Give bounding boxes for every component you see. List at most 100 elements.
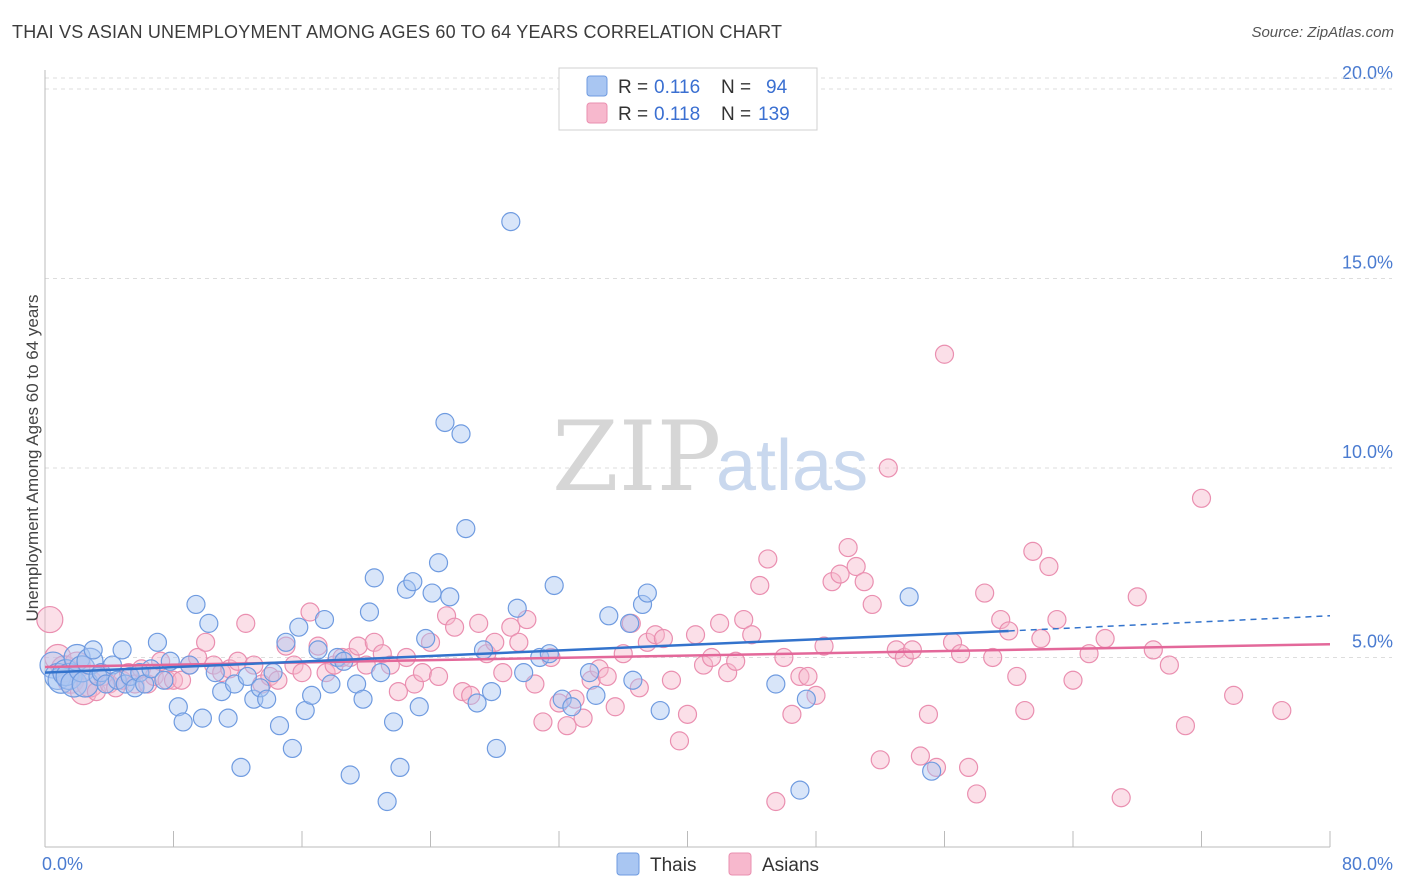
thais-point	[796, 689, 816, 709]
asians-point	[525, 674, 545, 694]
asians-point	[1159, 655, 1179, 675]
legend-swatch-asians[interactable]	[728, 852, 752, 876]
asians-point	[1175, 716, 1196, 736]
thais-point	[599, 606, 619, 626]
thais-point	[428, 553, 449, 573]
thais-point	[922, 761, 942, 781]
asians-point	[653, 628, 674, 649]
asians-point	[910, 746, 931, 766]
thais-point	[620, 613, 640, 633]
legend-label-asians[interactable]: Asians	[762, 855, 819, 876]
asians-points	[36, 344, 1292, 812]
asians-point	[316, 663, 336, 683]
legend: Thais Asians	[616, 852, 819, 876]
asians-point	[629, 678, 649, 698]
thais-point	[766, 674, 786, 694]
asians-point	[597, 666, 617, 687]
thais-point	[314, 609, 335, 630]
thais-point	[257, 689, 277, 709]
asians-point	[669, 731, 690, 751]
asians-point	[1039, 556, 1059, 577]
y-tick-label: 5.0%	[1352, 631, 1393, 651]
asians-point	[742, 625, 762, 645]
asians-point	[798, 666, 818, 687]
thais-point	[435, 412, 455, 433]
asians-point	[412, 663, 433, 683]
thais-point	[263, 663, 283, 683]
thais-point	[83, 640, 103, 660]
asians-point	[1111, 788, 1131, 808]
thais-point	[199, 613, 219, 633]
thais-point	[623, 670, 643, 690]
asians-point	[236, 613, 256, 633]
asians-point	[1063, 670, 1083, 690]
asians-point	[364, 632, 384, 652]
thais-point	[186, 594, 206, 615]
thais-point	[440, 587, 460, 607]
asians-point	[557, 716, 577, 736]
asians-point	[750, 575, 770, 596]
thais-point	[396, 579, 417, 599]
thais-point	[637, 583, 657, 603]
asians-point	[1031, 628, 1051, 649]
thais-point	[154, 670, 174, 690]
thais-point	[125, 678, 145, 698]
thais-point	[451, 424, 471, 444]
trend-lines	[44, 615, 1331, 674]
thais-point	[91, 663, 111, 683]
asians-point	[902, 640, 922, 660]
asians-point	[1224, 685, 1244, 705]
y-tick-label: 20.0%	[1342, 63, 1393, 83]
stats-swatch-thais	[586, 75, 608, 97]
asians-point	[1023, 541, 1043, 561]
stats-n-value-thais: 94	[766, 77, 788, 98]
asians-point	[581, 670, 601, 690]
y-tick-label: 15.0%	[1342, 252, 1393, 272]
asians-point	[758, 549, 778, 569]
asians-point	[228, 651, 248, 671]
stats-n-label-thais: N =	[721, 77, 751, 98]
asians-point	[862, 594, 882, 615]
legend-label-thais[interactable]: Thais	[650, 855, 696, 876]
thais-point	[422, 583, 442, 603]
thais-point	[173, 712, 193, 732]
asians-point	[573, 708, 593, 728]
thais-point	[371, 663, 391, 683]
source-label: Source: ZipAtlas.com	[1251, 24, 1394, 41]
thais-point	[403, 572, 423, 592]
thais-point	[269, 716, 290, 736]
asians-point	[1127, 587, 1147, 607]
thais-point	[383, 712, 404, 732]
asians-point	[950, 644, 971, 664]
thais-point	[289, 617, 309, 637]
thais-point	[340, 765, 360, 785]
legend-swatch-thais[interactable]	[616, 852, 640, 876]
asians-point	[501, 617, 521, 637]
thais-point	[899, 587, 919, 607]
asians-point	[1047, 609, 1067, 630]
asians-point	[1007, 666, 1027, 687]
thais-point	[409, 697, 429, 717]
asians-point	[1015, 700, 1035, 721]
thais-point	[514, 663, 534, 683]
thais-point	[359, 602, 380, 622]
thais-point	[250, 678, 270, 698]
asians-point	[106, 678, 126, 698]
asians-point	[36, 605, 64, 634]
stats-swatch-asians	[586, 102, 608, 124]
thais-point	[507, 598, 527, 618]
x-tick-label-max: 80.0%	[1342, 854, 1393, 874]
thais-point	[168, 697, 188, 717]
thais-point	[282, 738, 302, 759]
asians-point	[983, 647, 1003, 668]
thais-point	[88, 666, 108, 687]
thais-point	[501, 212, 521, 232]
thais-point	[364, 568, 384, 588]
grid-layer: 5.0% 10.0% 15.0% 20.0%	[45, 63, 1393, 658]
stats-box: R = 0.116 N = 94 R = 0.118 N = 139	[558, 67, 818, 131]
asians-point	[509, 632, 529, 652]
thais-point	[237, 666, 257, 687]
asians-point	[734, 609, 754, 630]
thais-point	[544, 575, 564, 596]
thais-point	[231, 757, 251, 778]
